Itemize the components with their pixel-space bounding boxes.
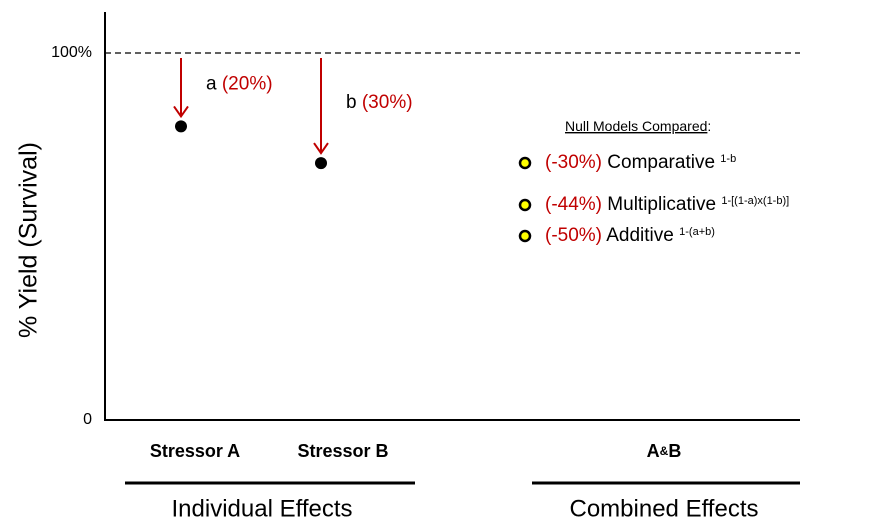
change-label: (30%): [362, 92, 413, 113]
title-text: Null Models Compared: [565, 118, 707, 134]
model-name: Comparative: [607, 152, 715, 173]
arrow-letter: a: [206, 74, 217, 95]
y-axis-label: % Yield (Survival): [15, 142, 43, 338]
title-text: :: [707, 118, 711, 134]
group-label: Individual Effects: [172, 495, 353, 522]
change-label: (-44%): [545, 194, 602, 215]
formula: 1-(a+b): [679, 226, 715, 238]
legend-title: Null Models Compared:: [565, 118, 711, 134]
category-label: A&B: [647, 441, 682, 461]
model-name: Additive: [606, 225, 674, 246]
change-label: (-50%): [545, 225, 602, 246]
data-point: [175, 120, 187, 133]
arrow-letter: b: [346, 92, 357, 113]
legend-dot: [518, 229, 532, 243]
category-label: Stressor A: [150, 441, 240, 461]
label-part: A: [647, 441, 660, 461]
change-label: (20%): [222, 74, 273, 95]
label-part: &: [660, 444, 669, 458]
formula: 1-[(1-a)x(1-b)]: [721, 195, 789, 207]
group-label: Combined Effects: [570, 495, 759, 522]
legend-item: (-50%) Additive 1-(a+b): [545, 225, 715, 246]
label-part: B: [668, 441, 681, 461]
arrow-label: b (30%): [346, 92, 413, 113]
change-label: (-30%): [545, 152, 602, 173]
legend-item: (-30%) Comparative 1-b: [545, 152, 736, 173]
arrow-label: a (20%): [206, 74, 273, 95]
legend-dot: [518, 156, 532, 170]
legend-dot: [518, 198, 532, 212]
y-tick-label: 100%: [51, 44, 92, 61]
arrow-head: [173, 105, 189, 119]
arrow-head: [313, 142, 329, 155]
formula: 1-b: [720, 153, 736, 165]
legend-item: (-44%) Multiplicative 1-[(1-a)x(1-b)]: [545, 194, 789, 215]
model-name: Multiplicative: [607, 194, 716, 215]
category-label: Stressor B: [297, 441, 388, 461]
data-point: [315, 157, 327, 170]
y-tick-label: 0: [83, 411, 92, 428]
